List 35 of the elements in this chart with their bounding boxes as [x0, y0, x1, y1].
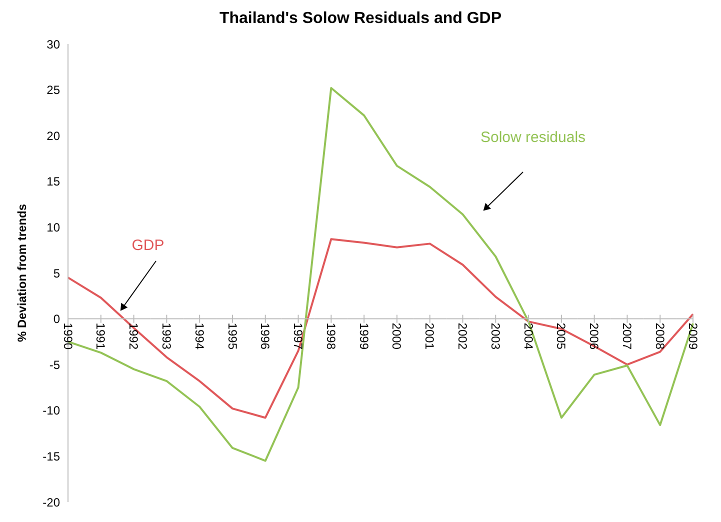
y-tick-label: 0 — [53, 312, 60, 326]
x-tick-label: 2009 — [686, 322, 700, 350]
x-tick-label: 1998 — [324, 322, 338, 350]
x-tick-label: 2008 — [652, 322, 667, 350]
y-tick-label: 25 — [46, 83, 60, 98]
y-tick-label: -5 — [49, 358, 60, 372]
x-tick-label: 2002 — [456, 322, 470, 350]
y-tick-label: 10 — [46, 220, 60, 234]
text: GDP — [130, 236, 166, 256]
y-tick-label: 20 — [46, 128, 60, 143]
x-tick-label: 1990 — [60, 322, 75, 350]
x-tick-label: 2007 — [620, 322, 634, 350]
x-tick-label: 2000 — [390, 322, 404, 350]
chart-title: Thailand's Solow Residuals and GDP — [218, 10, 503, 28]
text: Solow residuals — [479, 128, 587, 148]
x-tick-label: 1992 — [126, 322, 141, 350]
y-axis-title: % Deviation from trends — [15, 204, 29, 342]
y-tick-label: 5 — [53, 266, 60, 280]
x-tick-label: 1995 — [225, 322, 240, 350]
x-tick-label: 1996 — [258, 322, 272, 350]
y-tick-label: 15 — [46, 174, 60, 189]
x-tick-label: 1993 — [159, 322, 174, 350]
x-tick-label: 2006 — [587, 322, 602, 350]
x-tick-label: 2004 — [521, 322, 536, 350]
x-tick-label: 1999 — [356, 322, 371, 350]
x-tick-label: 1991 — [94, 322, 108, 350]
x-tick-label: 2003 — [488, 322, 502, 350]
y-tick-label: -20 — [42, 495, 60, 510]
x-tick-label: 2001 — [422, 322, 437, 350]
y-tick-label: 30 — [46, 37, 60, 52]
y-tick-label: -15 — [42, 449, 60, 464]
x-tick-label: 1997 — [291, 322, 306, 350]
x-tick-label: 1994 — [192, 322, 206, 350]
x-tick-label: 2005 — [554, 322, 568, 350]
y-tick-label: -10 — [42, 404, 60, 418]
